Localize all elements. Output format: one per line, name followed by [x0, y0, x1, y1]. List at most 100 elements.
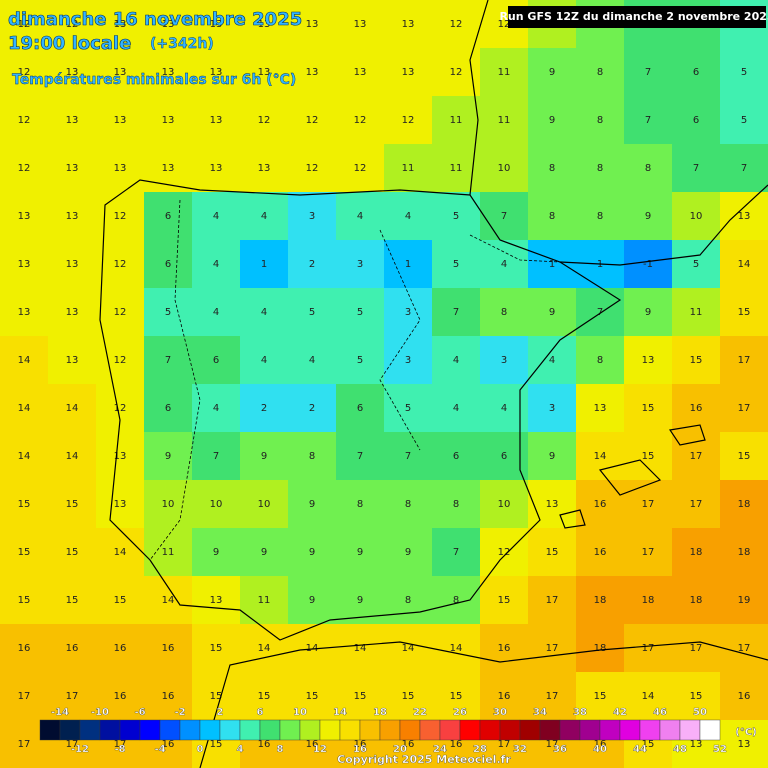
temp-cell [432, 96, 481, 145]
temp-cell [96, 336, 145, 385]
time: 19:00 locale [8, 33, 131, 54]
temp-value: 17 [738, 643, 751, 654]
temp-value: 5 [309, 307, 315, 318]
temp-cell [672, 144, 721, 193]
header: dimanche 16 novembre 2025 19:00 locale (… [8, 6, 768, 88]
temp-value: 13 [66, 355, 79, 366]
temp-cell [192, 144, 241, 193]
temp-cell [288, 528, 337, 577]
temp-cell [720, 96, 768, 145]
temp-cell [384, 192, 433, 241]
temp-cell [48, 144, 97, 193]
temp-cell [240, 96, 289, 145]
temp-cell [192, 480, 241, 529]
temp-value: 17 [690, 499, 703, 510]
temp-value: 13 [546, 499, 559, 510]
temp-cell [192, 96, 241, 145]
temp-value: 16 [306, 739, 319, 750]
temp-cell [624, 528, 673, 577]
temp-value: 17 [18, 739, 31, 750]
temp-value: 17 [738, 403, 751, 414]
temp-value: 4 [309, 355, 315, 366]
temp-value: 13 [258, 19, 271, 30]
temp-value: 16 [114, 643, 127, 654]
temp-cell [624, 144, 673, 193]
temp-value: 14 [66, 403, 79, 414]
temp-value: 13 [114, 115, 127, 126]
temp-value: 13 [210, 595, 223, 606]
temp-cell [192, 576, 241, 625]
temp-value: 17 [546, 595, 559, 606]
legend-swatch [39, 719, 61, 741]
temp-value: 13 [258, 163, 271, 174]
temp-cell [480, 336, 529, 385]
temp-value: 18 [594, 595, 607, 606]
temp-value: 12 [402, 115, 415, 126]
lead-time: (+342h) [150, 36, 214, 52]
legend-swatch [279, 719, 301, 741]
temp-cell [48, 288, 97, 337]
temp-value: 13 [738, 211, 751, 222]
legend-tick: -8 [114, 744, 125, 755]
temp-value: 13 [18, 211, 31, 222]
temp-cell [384, 48, 433, 97]
temp-value: 15 [690, 691, 703, 702]
temp-value: 15 [66, 499, 79, 510]
temp-cell [528, 576, 577, 625]
temp-cell [576, 336, 625, 385]
temp-value: 9 [549, 307, 555, 318]
temp-cell [192, 192, 241, 241]
temp-value: 9 [549, 115, 555, 126]
legend-swatch [239, 719, 261, 741]
temp-cell [144, 576, 193, 625]
temp-value: 15 [210, 739, 223, 750]
temp-value: 15 [354, 691, 367, 702]
temp-cell [96, 576, 145, 625]
temp-value: 13 [114, 499, 127, 510]
temp-cell [672, 432, 721, 481]
temp-value: 13 [66, 259, 79, 270]
temp-value: 11 [690, 307, 703, 318]
temp-value: 10 [162, 499, 175, 510]
temp-cell [528, 144, 577, 193]
temp-value: 8 [405, 595, 411, 606]
temp-value: 6 [693, 67, 699, 78]
temp-cell [336, 384, 385, 433]
temp-value: 5 [357, 307, 363, 318]
temp-cell [672, 96, 721, 145]
temp-cell [432, 384, 481, 433]
temp-value: 11 [450, 163, 463, 174]
temp-cell [528, 432, 577, 481]
temp-value: 13 [162, 67, 175, 78]
temp-cell [0, 144, 49, 193]
temp-value: 15 [498, 595, 511, 606]
temp-cell [336, 48, 385, 97]
legend-swatch [59, 719, 81, 741]
temp-cell [432, 0, 481, 49]
temp-value: 8 [549, 163, 555, 174]
temp-value: 7 [213, 451, 219, 462]
temp-value: 16 [498, 643, 511, 654]
temp-cell [192, 48, 241, 97]
legend-tick: 18 [373, 707, 387, 718]
temp-value: 12 [114, 307, 127, 318]
temp-value: 6 [501, 451, 507, 462]
temp-cell [192, 432, 241, 481]
temp-cell [48, 576, 97, 625]
temp-value: 9 [309, 595, 315, 606]
temp-value: 17 [642, 643, 655, 654]
temp-value: 15 [642, 403, 655, 414]
temp-value: 13 [114, 163, 127, 174]
temp-cell [528, 528, 577, 577]
temp-cell [480, 192, 529, 241]
temp-cell [624, 576, 673, 625]
legend-tick: 52 [713, 744, 727, 755]
legend-swatch [359, 719, 381, 741]
temp-cell [336, 144, 385, 193]
temp-value: 4 [213, 259, 219, 270]
temp-cell [192, 288, 241, 337]
temp-value: 15 [642, 451, 655, 462]
temp-value: 3 [549, 403, 555, 414]
temp-cell [672, 336, 721, 385]
